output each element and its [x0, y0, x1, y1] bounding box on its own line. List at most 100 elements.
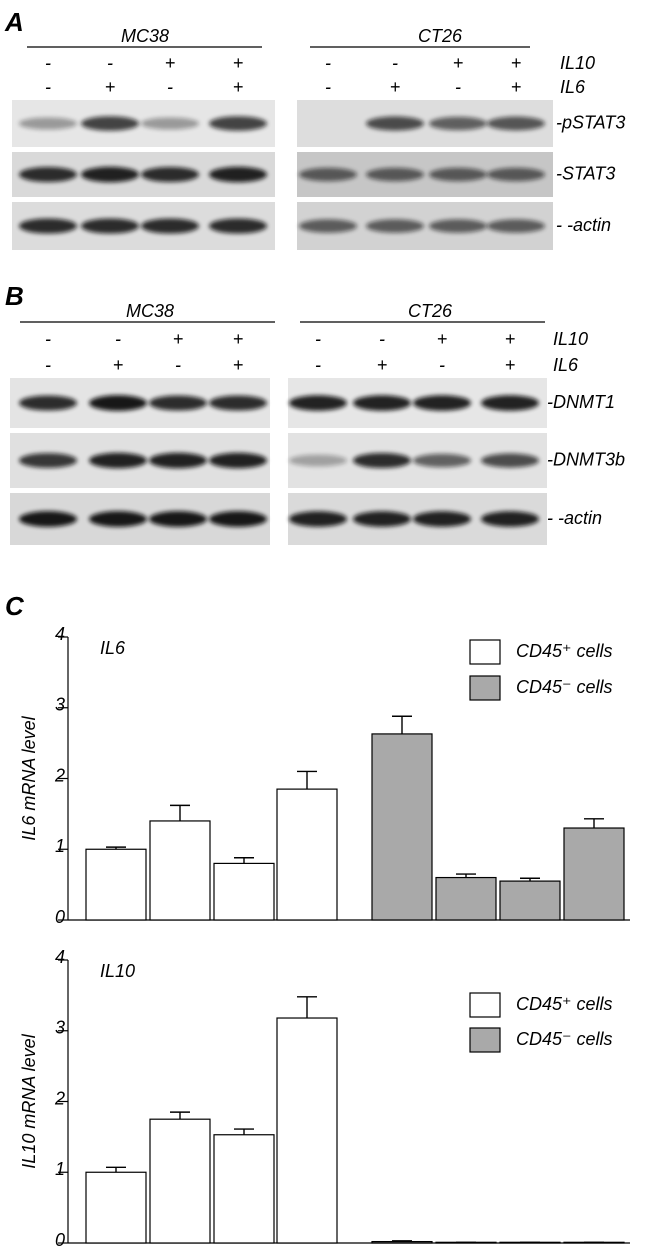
band — [289, 454, 347, 467]
band — [89, 395, 147, 411]
error-bar — [297, 996, 317, 1019]
bar — [371, 733, 433, 921]
band — [209, 116, 267, 131]
error-bar — [297, 770, 317, 790]
panel-letter: B — [5, 281, 24, 311]
y-tick-label: 1 — [55, 1159, 65, 1179]
y-tick-label: 0 — [55, 907, 65, 927]
y-tick-label: 4 — [55, 947, 65, 967]
row-label: - -actin — [547, 508, 602, 528]
band — [89, 511, 147, 527]
band — [353, 511, 411, 527]
treatment-sign: - — [455, 77, 461, 97]
treatment-sign: - — [107, 53, 113, 73]
bar — [435, 1241, 497, 1244]
error-bar — [234, 857, 254, 864]
band — [19, 166, 77, 183]
treatment-sign: - — [315, 329, 321, 349]
band — [481, 511, 539, 527]
error-bar — [234, 1128, 254, 1135]
legend-swatch — [469, 675, 501, 701]
treatment-label: IL6 — [553, 355, 579, 375]
band — [366, 219, 424, 233]
band — [81, 218, 139, 234]
band — [413, 453, 471, 468]
band — [19, 511, 77, 527]
band — [89, 452, 147, 469]
band — [209, 452, 267, 469]
bar — [149, 820, 211, 921]
treatment-sign: + — [233, 329, 244, 349]
error-bar — [170, 804, 190, 821]
band — [413, 395, 471, 411]
bar — [371, 1240, 433, 1244]
band — [289, 395, 347, 411]
treatment-sign: + — [505, 329, 516, 349]
treatment-sign: - — [167, 77, 173, 97]
treatment-label: IL10 — [553, 329, 588, 349]
band — [209, 218, 267, 234]
treatment-label: IL10 — [560, 53, 595, 73]
treatment-sign: - — [325, 53, 331, 73]
row-label: -pSTAT3 — [556, 112, 625, 132]
treatment-sign: - — [115, 329, 121, 349]
band — [487, 116, 545, 131]
y-tick-label: 2 — [54, 765, 65, 785]
y-tick-label: 3 — [55, 1018, 65, 1038]
band — [429, 116, 487, 131]
panel-letter: A — [4, 7, 24, 37]
band — [289, 511, 347, 527]
treatment-sign: - — [45, 53, 51, 73]
band — [209, 395, 267, 411]
bar — [149, 1118, 211, 1244]
treatment-sign: + — [173, 329, 184, 349]
band — [366, 167, 424, 182]
treatment-sign: - — [439, 355, 445, 375]
band — [149, 395, 207, 411]
band — [19, 395, 77, 411]
band — [353, 395, 411, 411]
legend-label: CD45⁻ cells — [516, 1029, 613, 1049]
error-bar — [106, 1166, 126, 1173]
row-label: -DNMT1 — [547, 392, 615, 412]
bar — [563, 827, 625, 921]
bar — [213, 862, 275, 921]
panel-letter: C — [5, 591, 25, 621]
legend-label: CD45⁻ cells — [516, 677, 613, 697]
treatment-label: IL6 — [560, 77, 586, 97]
bar — [213, 1134, 275, 1244]
bar — [563, 1241, 625, 1244]
band — [141, 117, 199, 130]
band — [353, 452, 411, 469]
error-bar — [170, 1111, 190, 1120]
band — [141, 218, 199, 234]
band — [487, 167, 545, 182]
band — [413, 511, 471, 527]
band — [487, 219, 545, 233]
group-name: MC38 — [121, 26, 169, 46]
band — [149, 511, 207, 527]
y-tick-label: 4 — [55, 624, 65, 644]
bar — [499, 880, 561, 921]
error-bar — [584, 818, 604, 829]
band — [81, 116, 139, 131]
treatment-sign: - — [45, 329, 51, 349]
band — [429, 219, 487, 233]
chart-title: IL6 — [100, 638, 126, 658]
treatment-sign: + — [233, 355, 244, 375]
bar — [85, 848, 147, 921]
band — [19, 453, 77, 468]
treatment-sign: - — [315, 355, 321, 375]
band — [19, 117, 77, 130]
treatment-sign: + — [165, 53, 176, 73]
band — [429, 167, 487, 182]
group-name: CT26 — [418, 26, 463, 46]
bar — [85, 1171, 147, 1244]
treatment-sign: - — [45, 355, 51, 375]
treatment-sign: + — [105, 77, 116, 97]
treatment-sign: + — [113, 355, 124, 375]
band — [209, 166, 267, 183]
treatment-sign: - — [379, 329, 385, 349]
treatment-sign: + — [505, 355, 516, 375]
